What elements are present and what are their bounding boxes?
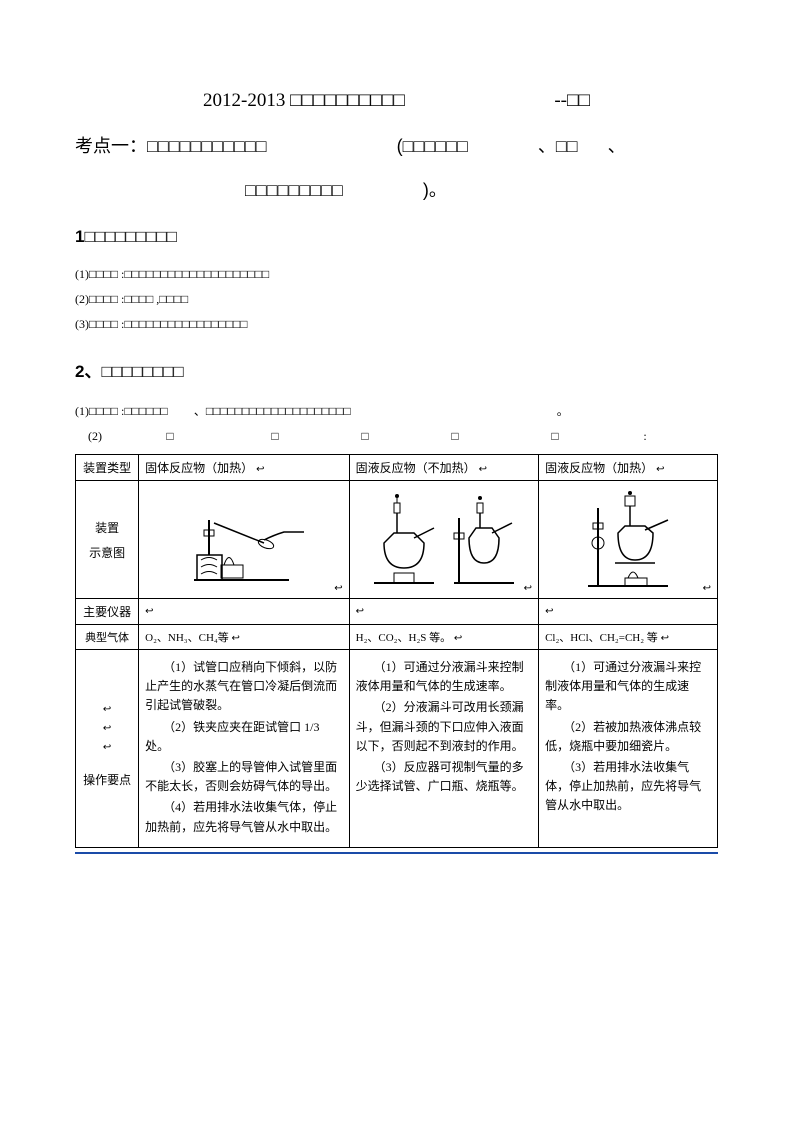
point-sub: □□□□□□□□□ )。	[245, 176, 718, 202]
equipment-row: 主要仪器 ↩ ↩ ↩	[76, 599, 718, 625]
point-heading: 考点一：□□□□□□□□□□□ (□□□□□□ 、□□ 、	[75, 132, 718, 158]
s2-i1-b: 、□□□□□□□□□□□□□□□□□□□□	[194, 404, 351, 418]
s2-i2-c2: □	[225, 429, 325, 444]
apparatus-solid-heat-icon	[179, 490, 309, 585]
notes-label-text: 操作要点	[82, 768, 132, 792]
equip-2: ↩	[349, 599, 538, 625]
point-body: □□□□□□□□□□□	[147, 136, 267, 156]
apparatus-table: 装置类型 固体反应物（加热） ↩ 固液反应物（不加热） ↩ 固液反应物（加热） …	[75, 454, 718, 848]
notes-2: （1）可通过分液漏斗来控制液体用量和气体的生成速率。 （2）分液漏斗可改用长颈漏…	[349, 650, 538, 848]
n2-2: （3）反应器可视制气量的多少选择试管、广口瓶、烧瓶等。	[356, 758, 532, 796]
s1-item-1: (1)□□□□ :□□□□□□□□□□□□□□□□□□□□	[75, 267, 718, 282]
diagram-1: ↩	[139, 481, 349, 599]
s2-i1-c: 。	[557, 404, 569, 418]
th-col1: 固体反应物（加热） ↩	[139, 455, 349, 481]
gases-row: 典型气体 O₂、NH₃、CH₄等 ↩ H₂、CO₂、H₂S 等。 ↩ Cl₂、H…	[76, 625, 718, 650]
s2-i1-a: (1)□□□□ :□□□□□□	[75, 404, 168, 418]
n2-0: （1）可通过分液漏斗来控制液体用量和气体的生成速率。	[356, 658, 532, 696]
paren-body: □□□□□□	[403, 136, 468, 156]
s2-item-1: (1)□□□□ :□□□□□□ 、□□□□□□□□□□□□□□□□□□□□ 。	[75, 402, 718, 419]
apparatus-solid-liquid-noheat-icon	[364, 488, 524, 588]
s1-item-2: (2)□□□□ :□□□□ ,□□□□	[75, 292, 718, 307]
s2-i2-c6: :	[605, 429, 685, 444]
n1-1: （2）铁夹应夹在距试管口 1/3 处。	[145, 718, 342, 756]
diagram-label: 装置 示意图	[76, 481, 139, 599]
gas-1: O₂、NH₃、CH₄等 ↩	[139, 625, 349, 650]
paren-end: 、	[608, 136, 626, 156]
notes-row: ↩ ↩ ↩ 操作要点 （1）试管口应稍向下倾斜，以防止产生的水蒸气在管口冷凝后倒…	[76, 650, 718, 848]
section-2-heading: 2、□□□□□□□□	[75, 357, 718, 382]
document-title: 2012-2013 □□□□□□□□□□ --□□	[75, 90, 718, 112]
gas-2: H₂、CO₂、H₂S 等。 ↩	[349, 625, 538, 650]
n3-0: （1）可通过分液漏斗来控制液体用量和气体的生成速率。	[545, 658, 711, 716]
page-bottom-rule	[75, 852, 718, 854]
s2-item-2: (2) □ □ □ □ □ :	[75, 429, 718, 444]
title-year: 2012-2013	[203, 90, 285, 111]
gas-3: Cl₂、HCl、CH₂=CH₂ 等 ↩	[539, 625, 718, 650]
s2-i2-c5: □	[505, 429, 605, 444]
s2-i2-c4: □	[405, 429, 505, 444]
table-header-row: 装置类型 固体反应物（加热） ↩ 固液反应物（不加热） ↩ 固液反应物（加热） …	[76, 455, 718, 481]
point-prefix: 考点一：	[75, 136, 147, 156]
apparatus-solid-liquid-heat-icon	[573, 488, 683, 588]
point-sub-body: □□□□□□□□□	[245, 180, 343, 200]
point-sub-close: )。	[423, 180, 447, 200]
th-type: 装置类型	[76, 455, 139, 481]
title-rest: □□□□□□□□□□	[290, 90, 405, 111]
diagram-row: 装置 示意图 ↩	[76, 481, 718, 599]
n3-1: （2）若被加热液体沸点较低，烧瓶中要加细瓷片。	[545, 718, 711, 756]
th-col2: 固液反应物（不加热） ↩	[349, 455, 538, 481]
diagram-2: ↩	[349, 481, 538, 599]
diagram-3: ↩	[539, 481, 718, 599]
s2-i2-c1: □	[115, 429, 225, 444]
notes-1: （1）试管口应稍向下倾斜，以防止产生的水蒸气在管口冷凝后倒流而引起试管破裂。 （…	[139, 650, 349, 848]
n3-2: （3）若用排水法收集气体，停止加热前，应先将导气管从水中取出。	[545, 758, 711, 816]
n1-2: （3）胶塞上的导管伸入试管里面不能太长，否则会妨碍气体的导出。	[145, 758, 342, 796]
paren-tail: 、□□	[538, 136, 578, 156]
equip-1: ↩	[139, 599, 349, 625]
n1-3: （4）若用排水法收集气体，停止加热前，应先将导气管从水中取出。	[145, 798, 342, 836]
notes-label: ↩ ↩ ↩ 操作要点	[76, 650, 139, 848]
gas-label: 典型气体	[76, 625, 139, 650]
equip-label: 主要仪器	[76, 599, 139, 625]
s2-i2-c3: □	[325, 429, 405, 444]
diagram-label-2: 示意图	[82, 544, 132, 561]
s2-i2-label: (2)	[75, 429, 115, 444]
n1-0: （1）试管口应稍向下倾斜，以防止产生的水蒸气在管口冷凝后倒流而引起试管破裂。	[145, 658, 342, 716]
diagram-label-1: 装置	[82, 519, 132, 536]
th-col3: 固液反应物（加热） ↩	[539, 455, 718, 481]
notes-3: （1）可通过分液漏斗来控制液体用量和气体的生成速率。 （2）若被加热液体沸点较低…	[539, 650, 718, 848]
equip-3: ↩	[539, 599, 718, 625]
n2-1: （2）分液漏斗可改用长颈漏斗，但漏斗颈的下口应伸入液面以下，否则起不到液封的作用…	[356, 698, 532, 756]
section-1-heading: 1□□□□□□□□□	[75, 227, 718, 247]
title-suffix: --□□	[554, 90, 590, 111]
s1-item-3: (3)□□□□ :□□□□□□□□□□□□□□□□□	[75, 317, 718, 332]
